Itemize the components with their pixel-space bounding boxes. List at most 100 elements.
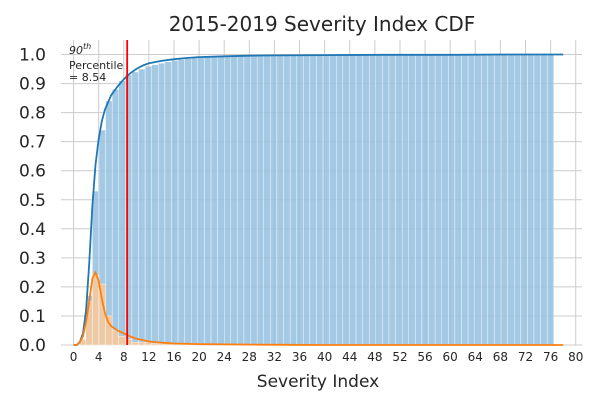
pdf-bar-8 bbox=[131, 341, 139, 346]
cdf-bar-17 bbox=[191, 57, 199, 346]
cdf-bar-33 bbox=[296, 54, 304, 346]
x-tick-12: 48 bbox=[367, 350, 382, 364]
cdf-bar-35 bbox=[309, 54, 317, 346]
cdf-bar-52 bbox=[421, 54, 429, 346]
x-tick-17: 68 bbox=[493, 350, 508, 364]
pdf-bar-9 bbox=[138, 341, 146, 346]
y-tick-10: 1.0 bbox=[19, 46, 46, 66]
cdf-bar-25 bbox=[243, 55, 251, 346]
cdf-bar-42 bbox=[355, 54, 363, 346]
cdf-bar-15 bbox=[177, 59, 185, 346]
pdf-bar-5 bbox=[111, 330, 119, 346]
cdf-bar-24 bbox=[237, 55, 245, 346]
cdf-bar-59 bbox=[467, 54, 475, 346]
cdf-bar-54 bbox=[434, 54, 442, 346]
cdf-bar-40 bbox=[342, 54, 350, 346]
cdf-bar-19 bbox=[204, 56, 212, 346]
y-tick-2: 0.2 bbox=[19, 278, 46, 298]
cdf-bar-5 bbox=[111, 89, 119, 346]
x-tick-15: 60 bbox=[443, 350, 458, 364]
cdf-bar-60 bbox=[474, 54, 482, 346]
cdf-bar-18 bbox=[197, 57, 205, 346]
y-tick-0: 0.0 bbox=[19, 336, 46, 356]
x-tick-20: 80 bbox=[568, 350, 583, 364]
cdf-bar-39 bbox=[336, 54, 344, 346]
x-tick-8: 32 bbox=[267, 350, 282, 364]
x-tick-6: 24 bbox=[217, 350, 232, 364]
cdf-bar-69 bbox=[533, 54, 541, 346]
cdf-bar-14 bbox=[171, 60, 179, 346]
cdf-bar-32 bbox=[289, 54, 297, 346]
x-tick-1: 4 bbox=[95, 350, 103, 364]
cdf-bar-9 bbox=[138, 68, 146, 346]
cdf-bar-65 bbox=[507, 54, 515, 346]
cdf-line bbox=[73, 53, 564, 346]
cdf-bar-8 bbox=[131, 71, 139, 346]
x-axis-label: Severity Index bbox=[257, 372, 379, 392]
x-tick-19: 76 bbox=[543, 350, 558, 364]
pdf-bar-12 bbox=[158, 343, 166, 346]
cdf-bar-13 bbox=[164, 61, 172, 346]
cdf-bar-30 bbox=[276, 54, 284, 346]
x-tick-18: 72 bbox=[518, 350, 533, 364]
cdf-bar-70 bbox=[540, 54, 548, 346]
y-tick-labels: 0.0 0.1 0.2 0.3 0.4 0.5 0.6 0.7 0.8 0.9 1.0 bbox=[19, 46, 46, 356]
y-tick-6: 0.6 bbox=[19, 162, 46, 182]
x-tick-9: 36 bbox=[292, 350, 307, 364]
pdf-bar-2 bbox=[92, 275, 100, 346]
cdf-bar-21 bbox=[217, 56, 225, 346]
cdf-bar-34 bbox=[303, 54, 311, 346]
cdf-bar-27 bbox=[256, 55, 264, 346]
y-tick-3: 0.3 bbox=[19, 249, 46, 269]
y-tick-1: 0.1 bbox=[19, 307, 46, 327]
cdf-bar-67 bbox=[520, 54, 528, 346]
cdf-bar-55 bbox=[441, 54, 449, 346]
cdf-bar-16 bbox=[184, 58, 192, 346]
cdf-bar-51 bbox=[415, 54, 423, 346]
cdf-bar-68 bbox=[527, 54, 535, 346]
pdf-bar-11 bbox=[151, 343, 159, 346]
percentile-annotation: 90th Percentile = 8.54 bbox=[69, 42, 124, 84]
cdf-bar-28 bbox=[263, 55, 271, 346]
x-tick-14: 56 bbox=[417, 350, 432, 364]
cdf-bar-26 bbox=[250, 55, 258, 346]
cdf-bar-36 bbox=[316, 54, 324, 346]
cdf-bar-53 bbox=[428, 54, 436, 346]
cdf-bar-62 bbox=[487, 54, 495, 346]
x-tick-2: 8 bbox=[120, 350, 128, 364]
cdf-bar-48 bbox=[395, 54, 403, 346]
cdf-bar-20 bbox=[210, 56, 218, 346]
cdf-bar-47 bbox=[388, 54, 396, 346]
cdf-bar-43 bbox=[362, 54, 370, 346]
x-tick-10: 40 bbox=[317, 350, 332, 364]
x-tick-11: 44 bbox=[342, 350, 357, 364]
x-tick-13: 52 bbox=[392, 350, 407, 364]
x-tick-16: 64 bbox=[468, 350, 483, 364]
cdf-bar-29 bbox=[270, 54, 278, 346]
pdf-bar-4 bbox=[105, 315, 113, 346]
cdf-bar-64 bbox=[500, 54, 508, 346]
x-tick-5: 20 bbox=[191, 350, 206, 364]
cdf-bar-38 bbox=[329, 54, 337, 346]
curves bbox=[73, 40, 564, 346]
cdf-bar-4 bbox=[105, 100, 113, 346]
cdf-bar-6 bbox=[118, 80, 126, 346]
chart-title: 2015-2019 Severity Index CDF bbox=[169, 12, 476, 36]
y-tick-8: 0.8 bbox=[19, 104, 46, 124]
percentile-annotation-base: 90 bbox=[69, 44, 83, 57]
cdf-bar-22 bbox=[224, 56, 231, 346]
x-tick-7: 28 bbox=[242, 350, 257, 364]
y-tick-5: 0.5 bbox=[19, 191, 46, 211]
y-tick-7: 0.7 bbox=[19, 133, 46, 153]
cdf-bar-37 bbox=[322, 54, 330, 346]
percentile-annotation-sup: th bbox=[83, 42, 91, 51]
cdf-bar-11 bbox=[151, 64, 159, 346]
cdf-bar-71 bbox=[546, 54, 554, 346]
pdf-bar-6 bbox=[118, 336, 126, 346]
cdf-bar-57 bbox=[454, 54, 462, 346]
cdf-histogram bbox=[79, 54, 554, 346]
percentile-annotation-line2: Percentile bbox=[69, 59, 124, 72]
cdf-bar-50 bbox=[408, 54, 416, 346]
cdf-bar-66 bbox=[514, 54, 521, 346]
